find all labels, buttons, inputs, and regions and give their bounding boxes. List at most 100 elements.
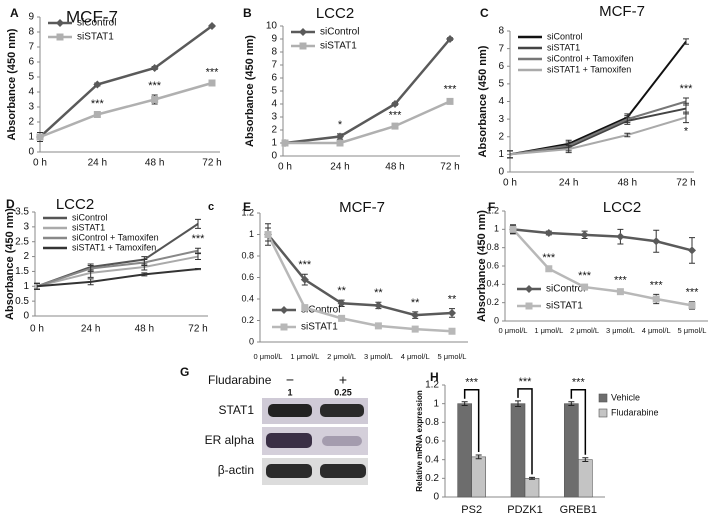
significance-label: *** — [389, 110, 403, 122]
x-tick-label: 48 h — [145, 158, 164, 169]
marker — [391, 122, 399, 130]
note: c — [208, 201, 214, 213]
y-tick-label: 10 — [266, 21, 278, 32]
series-line — [36, 268, 199, 288]
y-tick-label: 0 — [433, 492, 439, 503]
marker — [299, 28, 307, 36]
series-line — [512, 228, 693, 307]
legend-swatch — [598, 408, 608, 418]
y-tick-label: 0 — [23, 311, 29, 322]
y-tick-label: 2 — [271, 125, 277, 136]
y-tick-label: 7 — [498, 43, 504, 54]
blot-band — [322, 436, 362, 446]
y-tick-label: 1 — [433, 398, 439, 409]
error-bar — [507, 150, 513, 159]
marker — [391, 100, 399, 108]
x-tick-label: 5 μmol/L — [678, 326, 707, 335]
y-tick-label: 0.8 — [241, 250, 254, 260]
series-line — [36, 255, 199, 288]
y-tick-label: 0.4 — [425, 454, 439, 465]
x-tick-label: 2 μmol/L — [570, 326, 599, 335]
marker — [208, 79, 216, 87]
significance-label: *** — [444, 84, 458, 96]
blot-panel: G Fludarabine − + 1 0.25 STAT1 ER alpha … — [180, 365, 368, 485]
legend-label: siControl + Tamoxifen — [72, 232, 159, 242]
significance-label: *** — [148, 80, 162, 92]
legend-label: siControl — [72, 212, 108, 222]
marker — [374, 322, 382, 330]
marker — [509, 225, 517, 233]
y-tick-label: 3 — [23, 221, 29, 232]
legend-swatch — [598, 393, 608, 403]
y-axis-label: Absorbance (450 nm) — [244, 35, 256, 147]
x-tick-label: 24 h — [88, 158, 107, 169]
panel-label: B — [243, 6, 252, 20]
significance-label: *** — [465, 377, 479, 389]
bar — [457, 403, 472, 498]
y-tick-label: 0 — [249, 336, 254, 346]
y-tick-label: 0 — [498, 167, 504, 178]
error-bar — [195, 267, 201, 271]
marker — [544, 229, 553, 237]
significance-label: *** — [542, 252, 556, 264]
significance-label: *** — [614, 275, 628, 287]
error-bar — [582, 457, 589, 463]
legend-label: siSTAT1 — [320, 41, 357, 52]
marker — [337, 299, 346, 308]
error-bar — [475, 454, 482, 460]
series-line — [509, 116, 687, 156]
significance-bracket — [517, 388, 533, 475]
y-tick-label: 0.6 — [486, 260, 499, 270]
y-tick-label: 3 — [271, 112, 277, 123]
y-tick-label: 1.2 — [241, 207, 254, 217]
significance-label: *** — [572, 377, 586, 389]
x-tick-label: 4 μmol/L — [642, 326, 671, 335]
chart-title: LCC2 — [316, 5, 354, 22]
y-tick-label: 1.2 — [425, 380, 439, 391]
chart-title: MCF-7 — [66, 7, 118, 26]
y-tick-label: 1.2 — [486, 205, 499, 215]
x-tick-label: 72 h — [440, 162, 459, 173]
y-axis-label: Relative mRNA expression — [415, 390, 424, 492]
marker — [581, 283, 589, 291]
y-tick-label: 1 — [271, 138, 277, 149]
panel-label: G — [180, 365, 189, 379]
legend-label: siControl — [320, 27, 359, 38]
x-tick-label: 0 h — [33, 158, 47, 169]
y-tick-label: 2.5 — [15, 236, 29, 247]
legend-label: siSTAT1 — [547, 42, 580, 52]
x-tick-label: 1 μmol/L — [534, 326, 563, 335]
legend-label: siControl — [546, 284, 585, 295]
y-tick-label: 3.5 — [15, 207, 29, 218]
series-line — [284, 38, 451, 145]
y-tick-label: 2 — [28, 117, 34, 128]
error-bar — [195, 218, 201, 229]
error-bar — [515, 400, 521, 407]
y-tick-label: 9 — [271, 34, 277, 45]
legend-label: siSTAT1 — [301, 322, 338, 333]
marker — [374, 301, 383, 310]
x-tick-label: 1 μmol/L — [290, 352, 319, 361]
error-bar — [565, 145, 572, 154]
ratio-label: 1 — [287, 387, 292, 397]
x-tick-label: 72 h — [202, 158, 221, 169]
x-tick-label: PS2 — [461, 504, 482, 516]
marker — [336, 132, 344, 141]
ratio-label: 0.25 — [334, 387, 352, 397]
significance-label: *** — [298, 259, 312, 271]
blot-band — [320, 464, 366, 478]
blot-band — [266, 464, 312, 478]
significance-label: *** — [519, 376, 533, 388]
error-bar — [195, 253, 201, 261]
y-tick-label: 6 — [271, 73, 277, 84]
y-tick-label: 0.6 — [241, 272, 254, 282]
x-tick-label: 24 h — [81, 324, 100, 335]
marker — [151, 96, 159, 103]
marker — [300, 275, 309, 284]
marker — [280, 323, 288, 331]
marker — [448, 308, 456, 317]
lane-label: + — [339, 372, 347, 388]
chart-title: MCF-7 — [599, 3, 645, 20]
panel-label: A — [10, 6, 19, 20]
significance-label: *** — [578, 270, 592, 282]
